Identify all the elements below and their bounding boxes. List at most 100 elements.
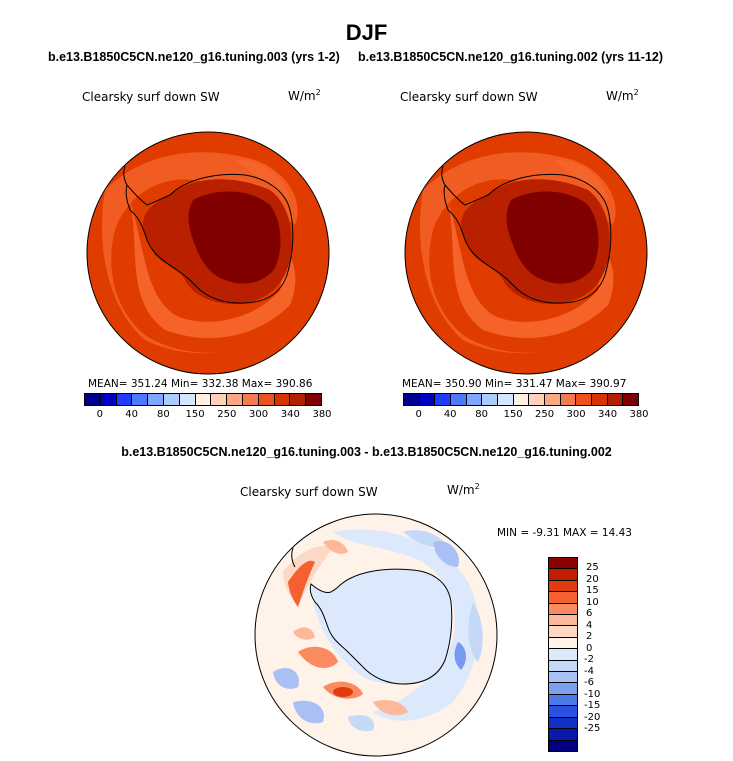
colorbar-swatch [116, 394, 133, 405]
colorbar-swatch [607, 394, 624, 405]
colorbar-swatch [258, 394, 275, 405]
colorbar-swatch [549, 615, 577, 627]
colorbar-tick-label: 2 [586, 631, 593, 643]
colorbar-swatch [290, 394, 307, 405]
colorbar-tick-label: 0 [586, 642, 593, 654]
colorbar-swatch [435, 394, 452, 405]
colorbar-tick-label: 6 [586, 608, 593, 620]
colorbar-swatch [560, 394, 577, 405]
colorbar-tick-label: 25 [586, 562, 599, 574]
page-title: DJF [345, 20, 388, 45]
colorbar-tick-label: 150 [503, 409, 523, 420]
colorbar-swatch [85, 394, 101, 405]
colorbar-swatch [100, 394, 117, 405]
colorbar-swatch [242, 394, 259, 405]
colorbar-tick-label: 150 [185, 409, 205, 420]
panel-2-case-title: b.e13.B1850C5CN.ne120_g16.tuning.002 (yr… [358, 50, 664, 64]
panel-2-colorbar-ticks: 0 40 80 150 250 300 340 380 [403, 409, 649, 423]
colorbar-tick-label: 15 [586, 585, 599, 597]
colorbar-tick-label: 380 [629, 409, 649, 420]
colorbar-swatch [132, 394, 149, 405]
colorbar-swatch [549, 649, 577, 661]
colorbar-swatch [549, 580, 577, 593]
colorbar-swatch [549, 694, 577, 707]
colorbar-swatch [498, 394, 514, 405]
colorbar-tick-label: -6 [584, 677, 594, 689]
colorbar-tick-label: -20 [584, 711, 601, 723]
colorbar-swatch [466, 394, 483, 405]
panel-1-case-title: b.e13.B1850C5CN.ne120_g16.tuning.003 (yr… [48, 50, 340, 64]
colorbar-swatch [623, 394, 639, 405]
colorbar-tick-label: 40 [125, 409, 138, 420]
colorbar-swatch [549, 740, 577, 751]
colorbar-swatch [549, 569, 577, 581]
colorbar-tick-label: 80 [156, 409, 170, 420]
colorbar-swatch [592, 394, 608, 405]
panel-2-units: W/m2 [606, 88, 639, 103]
panel-1-variable-label: Clearsky surf down SW [82, 90, 220, 104]
colorbar-tick-label: -4 [584, 665, 594, 677]
colorbar-swatch [549, 672, 577, 684]
colorbar-tick-label: 10 [586, 596, 599, 608]
colorbar-tick-label: 0 [415, 409, 422, 420]
colorbar-tick-label: -10 [584, 688, 601, 700]
panel-2-colorbar [403, 393, 639, 406]
colorbar-tick-label: -2 [584, 654, 594, 666]
colorbar-tick-label: -25 [584, 723, 601, 735]
diff-colorbar-ticks: 25 20 15 10 6 4 2 0 -2 -4 -6 -10 -15 -20 -25 [584, 557, 624, 752]
colorbar-tick-label: 0 [96, 409, 104, 420]
panel-1-colorbar [84, 393, 322, 406]
diff-colorbar [548, 557, 578, 752]
colorbar-swatch [549, 558, 577, 570]
colorbar-swatch [549, 637, 577, 650]
colorbar-swatch [148, 394, 164, 405]
colorbar-swatch [211, 394, 228, 405]
panel-1-colorbar-ticks: 0 40 80 150 250 300 340 380 [84, 409, 332, 423]
colorbar-swatch [163, 394, 180, 405]
diff-units: W/m2 [447, 482, 480, 497]
colorbar-swatch [274, 394, 291, 405]
colorbar-swatch [576, 394, 593, 405]
colorbar-tick-label: 250 [535, 409, 555, 420]
colorbar-tick-label: 340 [597, 409, 618, 420]
diff-title: b.e13.B1850C5CN.ne120_g16.tuning.003 - b… [121, 445, 612, 459]
colorbar-swatch [549, 626, 577, 638]
colorbar-tick-label: 300 [248, 409, 269, 420]
colorbar-swatch [419, 394, 436, 405]
colorbar-tick-label: 250 [217, 409, 237, 420]
colorbar-swatch [549, 729, 577, 741]
colorbar-swatch [529, 394, 546, 405]
diff-polar-map [254, 513, 498, 757]
panel-1-units: W/m2 [288, 88, 321, 103]
panel-1-polar-map [86, 131, 330, 375]
colorbar-tick-label: 300 [566, 409, 586, 420]
panel-2-variable-label: Clearsky surf down SW [400, 90, 538, 104]
colorbar-swatch [545, 394, 561, 405]
colorbar-swatch [549, 660, 577, 673]
colorbar-swatch [549, 603, 577, 616]
colorbar-tick-label: 20 [586, 573, 599, 585]
colorbar-swatch [549, 592, 577, 604]
colorbar-swatch [513, 394, 530, 405]
panel-2-polar-map [404, 131, 648, 375]
panel-1-stats: MEAN= 351.24 Min= 332.38 Max= 390.86 [88, 378, 313, 390]
colorbar-swatch [195, 394, 212, 405]
colorbar-swatch [549, 683, 577, 695]
colorbar-swatch [306, 394, 321, 405]
colorbar-swatch [549, 717, 577, 730]
diff-stats: MIN = -9.31 MAX = 14.43 [497, 527, 632, 539]
colorbar-swatch [451, 394, 467, 405]
colorbar-tick-label: 40 [443, 409, 457, 420]
colorbar-tick-label: 380 [312, 409, 332, 420]
colorbar-tick-label: -15 [584, 700, 601, 712]
colorbar-swatch [179, 394, 196, 405]
colorbar-swatch [227, 394, 243, 405]
colorbar-tick-label: 4 [586, 619, 593, 631]
colorbar-tick-label: 340 [280, 409, 300, 420]
colorbar-tick-label: 80 [475, 409, 489, 420]
colorbar-swatch [404, 394, 420, 405]
colorbar-swatch [549, 706, 577, 718]
panel-2-stats: MEAN= 350.90 Min= 331.47 Max= 390.97 [402, 378, 627, 390]
diff-variable-label: Clearsky surf down SW [240, 485, 378, 499]
colorbar-swatch [482, 394, 499, 405]
